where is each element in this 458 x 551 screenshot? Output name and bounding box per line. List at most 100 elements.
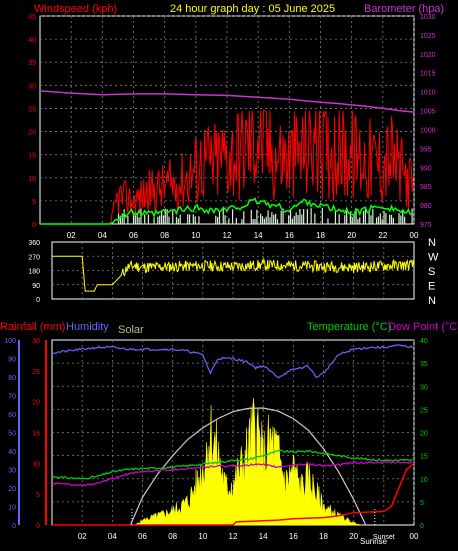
barometer-tick-label: 1005: [420, 109, 436, 116]
gust-bar: [260, 213, 262, 224]
gust-bar: [194, 216, 196, 224]
top-panel-time-ticks: 02 04 06 08 10 12 14 16 18 20 22 00: [67, 231, 419, 240]
temperature-tick-label: 5: [420, 500, 424, 507]
gust-bar: [327, 218, 329, 224]
barometer-tick-label: 1025: [420, 33, 436, 40]
barometer-tick-label: 990: [420, 165, 432, 172]
gust-bar: [177, 218, 179, 224]
gust-bar: [144, 214, 146, 224]
time-tick-label: 20: [349, 532, 358, 541]
gust-bar: [368, 209, 370, 224]
average-wind-line: [40, 197, 413, 225]
time-tick-label: 10: [198, 532, 207, 541]
top-panel-barometer-ticks: 975 980 985 990 995 1000 1005 1010 1015 1020 1025 1…: [420, 14, 436, 229]
gust-bar: [353, 215, 355, 224]
top-panel-windspeed-ticks: 0 5 10 15 20 25 30 35 40 45: [28, 14, 36, 229]
gust-bar: [157, 216, 159, 224]
time-tick-label: 08: [168, 532, 177, 541]
gust-bar: [188, 214, 191, 224]
solar-area: [134, 398, 362, 526]
gust-bar: [364, 208, 366, 224]
barometer-tick-label: 1010: [420, 90, 436, 97]
gust-bar: [381, 219, 383, 224]
barometer-tick-label: 1015: [420, 71, 436, 78]
gust-bar: [390, 214, 393, 224]
windspeed-tick-label: 25: [28, 106, 36, 113]
time-tick-label: 18: [319, 532, 328, 541]
top-panel-grid: [40, 15, 415, 224]
gust-bar: [282, 208, 284, 224]
humidity-tick-label: 50: [8, 431, 16, 438]
gust-bar: [147, 214, 150, 224]
gust-bar: [338, 214, 340, 224]
compass-label: N: [428, 295, 436, 307]
gust-bar: [370, 215, 372, 224]
bottom-panel-left-ticks: 0 10 20 30 40 50 60 70 80 90 100 0 5 10 15 20 25 30: [4, 338, 47, 530]
humidity-tick-label: 10: [8, 505, 16, 512]
gust-bar: [379, 213, 381, 224]
humidity-tick-label: 80: [8, 375, 16, 382]
gust-bar: [392, 217, 395, 224]
humidity-line: [51, 344, 413, 379]
gust-bar: [385, 212, 387, 224]
gust-bar: [355, 208, 357, 224]
windspeed-tick-label: 20: [28, 130, 36, 137]
windspeed-tick-label: 30: [28, 83, 36, 90]
gust-bar: [228, 218, 230, 224]
gust-bar: [293, 215, 295, 224]
barometer-tick-label: 1020: [420, 52, 436, 59]
gust-bar: [134, 211, 136, 224]
temperature-tick-label: 10: [420, 477, 428, 484]
humidity-tick-label: 20: [8, 486, 16, 493]
barometer-axis-title: Barometer (hpa): [364, 3, 444, 15]
gust-bar: [280, 210, 282, 224]
time-tick-label: 00: [410, 231, 419, 240]
gust-bar: [250, 209, 252, 224]
time-tick-label: 16: [285, 231, 294, 240]
gust-bar: [389, 214, 391, 224]
gust-bar: [192, 214, 194, 224]
gust-bar: [138, 217, 140, 224]
gust-bar: [121, 213, 123, 224]
gust-bar: [172, 210, 174, 224]
gust-bar: [346, 207, 348, 224]
gust-bar: [215, 215, 217, 224]
gust-bar: [160, 210, 163, 224]
gust-bar: [153, 217, 155, 224]
humidity-tick-label: 100: [4, 338, 16, 345]
temperature-tick-label: 15: [420, 454, 428, 461]
gust-bar: [398, 213, 400, 224]
gust-bar: [274, 213, 277, 224]
gust-bar: [375, 217, 378, 224]
barometer-tick-label: 975: [420, 222, 432, 229]
barometer-tick-label: 995: [420, 146, 432, 153]
gust-bar: [357, 218, 359, 224]
gust-bar: [334, 210, 337, 224]
humidity-tick-label: 0: [12, 523, 16, 530]
temperature-tick-label: 30: [420, 384, 428, 391]
gust-bar: [179, 214, 181, 224]
gust-bar: [411, 208, 413, 224]
barometer-tick-label: 1000: [420, 127, 436, 134]
humidity-axis-title: Humidity: [66, 321, 109, 333]
gust-bar: [162, 215, 164, 224]
temperature-tick-label: 40: [420, 338, 428, 345]
gust-bar: [168, 216, 170, 224]
bottom-panel-temperature-ticks: 0 5 10 15 20 25 30 35 40: [420, 338, 428, 530]
gust-bar: [166, 209, 168, 224]
gust-bar: [265, 216, 267, 224]
wind-direction-line: [52, 255, 414, 292]
humidity-tick-label: 90: [8, 357, 16, 364]
gust-bar: [289, 209, 292, 224]
time-tick-label: 20: [347, 231, 356, 240]
solar-theoretical-line: [129, 407, 367, 526]
barometer-tick-label: 1030: [420, 14, 436, 21]
gust-bar: [217, 216, 219, 224]
gust-bar: [123, 209, 125, 224]
gust-bar: [299, 208, 301, 224]
bottom-panel-grid: [52, 340, 415, 525]
dewpoint-axis-title: Dew Point (°C): [388, 321, 458, 333]
time-tick-label: 12: [223, 231, 232, 240]
gust-bar: [241, 219, 243, 224]
